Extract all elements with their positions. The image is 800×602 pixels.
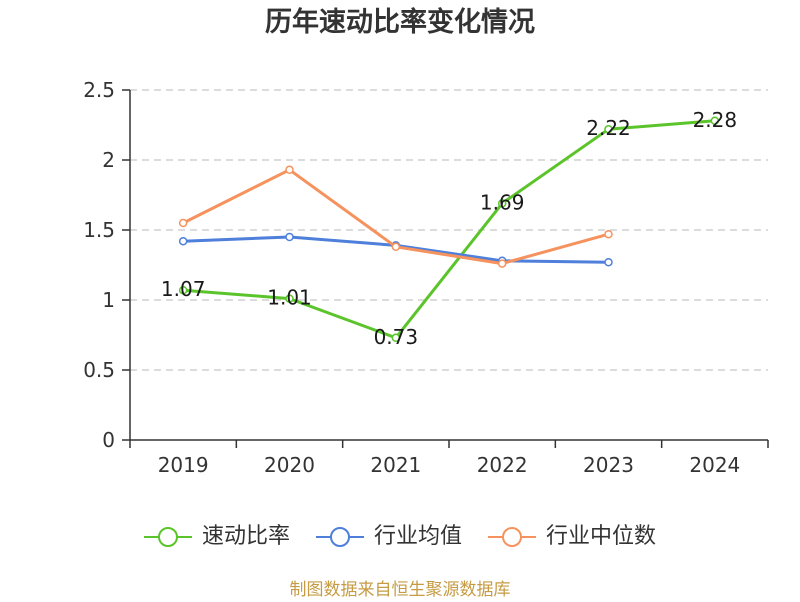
data-point-quick-ratio	[710, 116, 720, 126]
legend-label: 速动比率	[201, 524, 290, 549]
data-point-quick-ratio	[178, 285, 188, 295]
legend: 速动比率 行业均值 行业中位数	[0, 520, 800, 554]
y-tick-label: 1	[102, 288, 115, 312]
y-tick-label: 1.5	[83, 218, 115, 242]
data-point-quick-ratio	[497, 199, 507, 208]
data-point-industry-average	[178, 236, 188, 246]
x-tick-label: 2020	[264, 453, 315, 477]
legend-label: 行业中位数	[546, 524, 657, 549]
data-point-quick-ratio	[391, 333, 401, 343]
legend-item-industry-median[interactable]: 行业中位数	[488, 520, 656, 554]
legend-label: 行业均值	[373, 524, 462, 549]
data-label: 1.07	[161, 277, 206, 301]
series-line-quick-ratio	[181, 119, 717, 340]
data-point-industry-median	[391, 242, 401, 252]
x-tick-label: 2022	[477, 453, 528, 477]
y-tick-label: 2.5	[83, 78, 115, 102]
data-point-industry-median	[604, 229, 613, 239]
x-tick-label: 2021	[370, 453, 421, 477]
legend-item-industry-average[interactable]: 行业均值	[315, 520, 462, 554]
data-point-industry-median	[178, 218, 188, 228]
legend-item-quick-ratio[interactable]: 速动比率	[143, 520, 290, 554]
legend-line-circle-icon	[488, 527, 536, 547]
x-tick-label: 2019	[158, 453, 209, 477]
y-tick-label: 2	[102, 148, 115, 172]
data-point-industry-median	[285, 165, 294, 175]
data-label: 1.69	[480, 190, 525, 214]
source-note: 制图数据来自恒生聚源数据库	[289, 580, 511, 600]
data-point-industry-average	[285, 232, 294, 242]
data-label: 0.73	[374, 325, 419, 349]
legend-line-circle-icon	[143, 527, 192, 547]
data-point-industry-average	[604, 257, 613, 267]
x-tick-label: 2023	[583, 453, 634, 477]
y-tick-label: 0.5	[83, 358, 115, 382]
x-tick-label: 2024	[689, 453, 740, 477]
y-tick-label: 0	[102, 428, 115, 452]
data-point-industry-median	[497, 259, 507, 268]
data-label: 2.28	[693, 108, 738, 132]
chart-title: 历年速动比率变化情况	[265, 7, 535, 38]
data-label: 1.01	[267, 286, 312, 310]
legend-line-circle-icon	[315, 527, 364, 547]
data-point-quick-ratio	[604, 124, 613, 134]
data-label: 2.22	[586, 116, 631, 140]
data-point-quick-ratio	[285, 294, 294, 303]
